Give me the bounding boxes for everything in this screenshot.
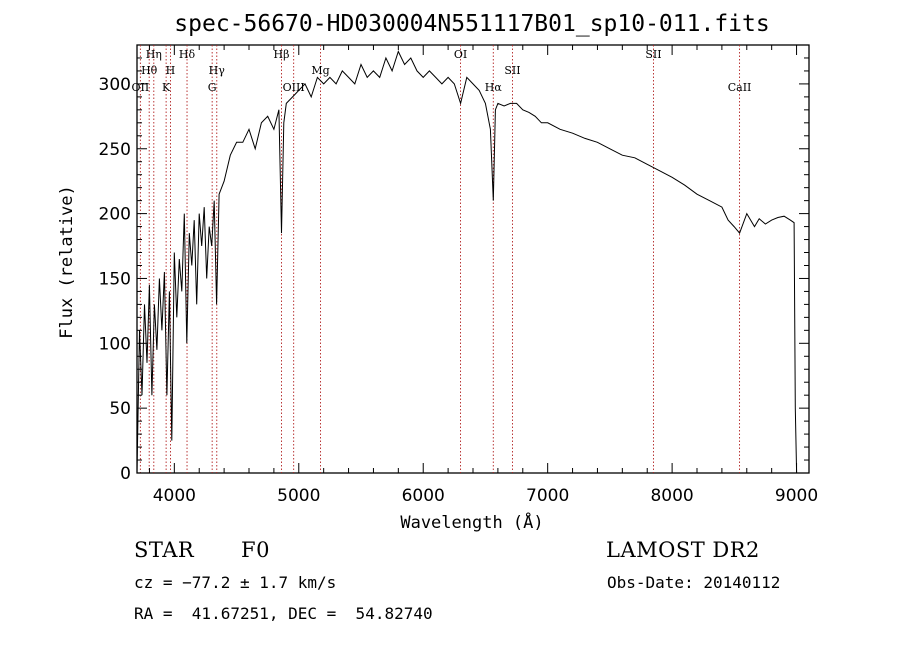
spectral-line-label: Hβ xyxy=(274,48,290,61)
x-tick-label: 6000 xyxy=(402,486,445,506)
spectrum-line xyxy=(136,50,798,474)
y-tick-label: 300 xyxy=(99,75,131,95)
spectral-line-label: SII xyxy=(645,48,661,61)
x-tick-label: 7000 xyxy=(526,486,569,506)
x-tick-label: 9000 xyxy=(775,486,818,506)
spectral-line-label: CaII xyxy=(728,81,752,94)
chart-title: spec-56670-HD030004N551117B01_sp10-011.f… xyxy=(174,11,769,37)
spectral-line-label: Hα xyxy=(485,81,503,94)
y-axis-label: Flux (relative) xyxy=(57,185,77,339)
spectral-line-label: Hθ xyxy=(141,64,158,77)
y-tick-label: 0 xyxy=(120,464,131,484)
y-tick-label: 50 xyxy=(109,399,131,419)
y-tick-label: 250 xyxy=(99,140,131,160)
spectral-line-label: K xyxy=(162,81,171,94)
spectral-line-label: OIII xyxy=(283,81,305,94)
x-tick-label: 8000 xyxy=(650,486,693,506)
survey-name: LAMOST DR2 xyxy=(606,538,760,562)
spectral-line-label: OI xyxy=(454,48,467,61)
y-tick-label: 150 xyxy=(99,269,131,289)
coordinates-text: RA = 41.67251, DEC = 54.82740 xyxy=(134,604,433,623)
x-axis-label: Wavelength (Å) xyxy=(400,511,543,533)
y-tick-label: 100 xyxy=(99,334,131,354)
spectral-line-label: G xyxy=(208,81,217,94)
x-tick-label: 4000 xyxy=(153,486,196,506)
object-subclass: F0 xyxy=(241,538,270,562)
spectral-line-label: Hη xyxy=(146,48,162,61)
redshift-text: cz = −77.2 ± 1.7 km/s xyxy=(134,573,337,592)
spectral-line-label: OII xyxy=(132,81,150,94)
spectral-line-label: Mg xyxy=(311,64,329,77)
spectral-line-label: Hδ xyxy=(179,48,196,61)
spectral-line-label: SII xyxy=(504,64,520,77)
x-tick-label: 5000 xyxy=(277,486,320,506)
plot-frame xyxy=(136,44,810,474)
y-tick-label: 200 xyxy=(99,205,131,225)
obs-date-text: Obs-Date: 20140112 xyxy=(607,573,781,592)
spectral-line-label: H xyxy=(166,64,176,77)
object-type: STAR xyxy=(134,538,195,562)
spectral-line-label: Hγ xyxy=(209,64,226,77)
